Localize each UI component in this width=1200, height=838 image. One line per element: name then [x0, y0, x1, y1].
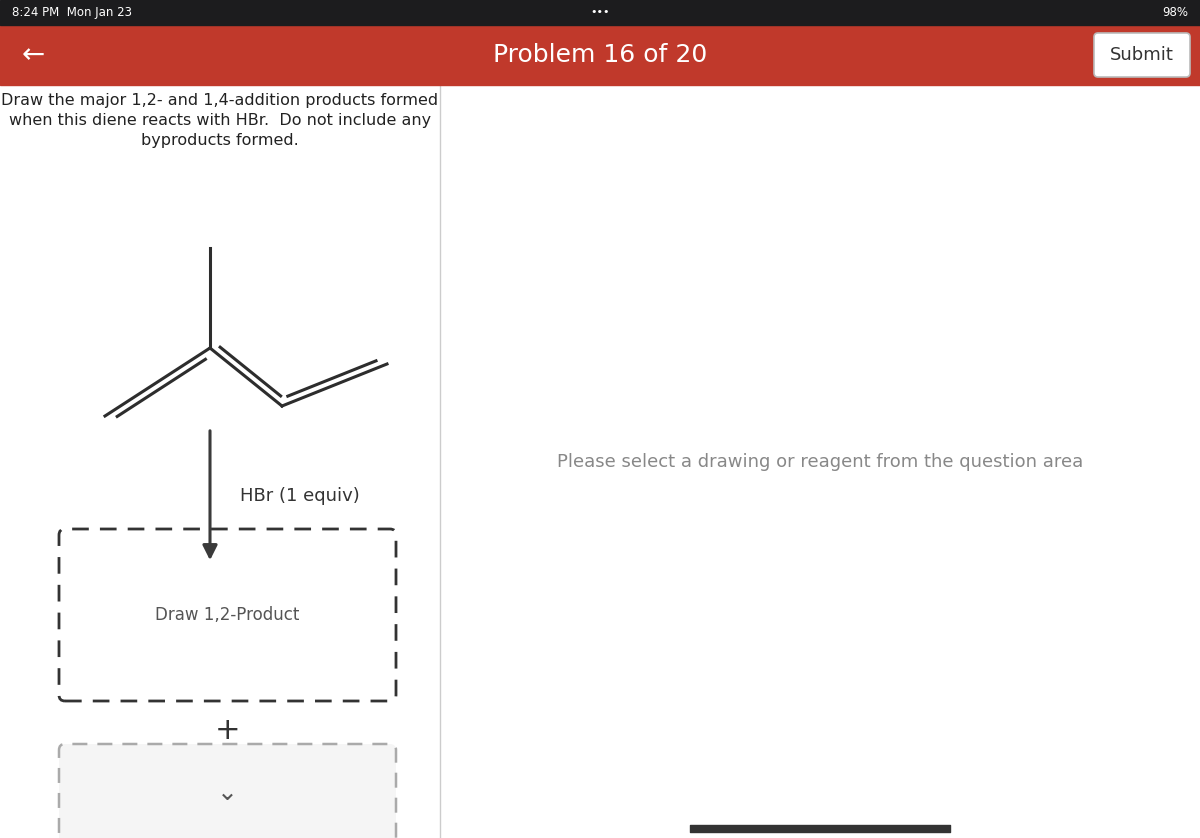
Text: Problem 16 of 20: Problem 16 of 20 [493, 43, 707, 67]
FancyBboxPatch shape [1094, 33, 1190, 77]
Bar [690, 825, 950, 832]
Text: Submit: Submit [1110, 46, 1174, 64]
Bar [0, 25, 1200, 85]
Text: HBr (1 equiv): HBr (1 equiv) [240, 487, 360, 504]
Bar [0, 85, 1200, 838]
Text: +: + [215, 716, 240, 744]
Text: ←: ← [22, 41, 46, 69]
Text: ⌄: ⌄ [217, 781, 238, 805]
FancyBboxPatch shape [59, 744, 396, 838]
Text: Draw 1,2-Product: Draw 1,2-Product [155, 606, 300, 624]
FancyBboxPatch shape [59, 529, 396, 701]
Text: Please select a drawing or reagent from the question area: Please select a drawing or reagent from … [557, 453, 1084, 470]
Text: Draw the major 1,2- and 1,4-addition products formed
when this diene reacts with: Draw the major 1,2- and 1,4-addition pro… [1, 93, 438, 147]
Bar [0, 0, 1200, 25]
Text: 8:24 PM  Mon Jan 23: 8:24 PM Mon Jan 23 [12, 6, 132, 19]
Text: •••: ••• [590, 8, 610, 18]
Text: 98%: 98% [1162, 6, 1188, 19]
